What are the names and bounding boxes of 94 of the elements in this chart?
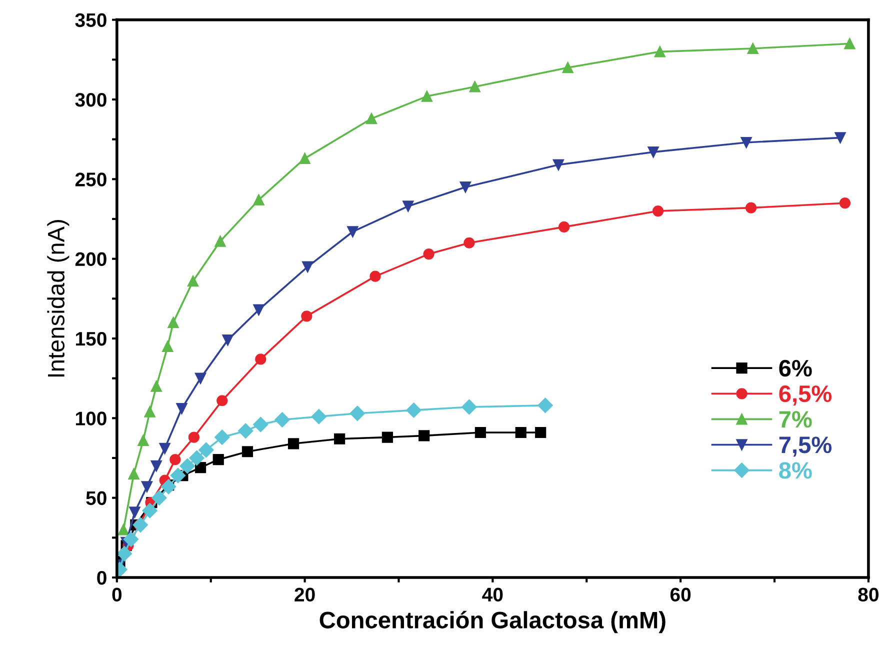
point [253,304,264,316]
point [370,270,381,282]
y-tick-label: 50 [86,491,106,506]
point [538,398,553,413]
point [839,197,851,209]
point [194,372,206,384]
x-tick-label: 80 [858,588,878,602]
point [464,237,475,248]
point [844,38,856,50]
point [161,479,176,494]
point [288,438,300,450]
point [382,432,394,443]
y-axis-title: Intensidad (nA) [47,220,70,377]
point [253,416,268,432]
point [648,146,659,158]
point [334,433,346,444]
legend-label: 7,5% [779,436,832,457]
point [654,46,666,58]
point [469,81,480,92]
point [652,205,664,217]
point [740,136,752,148]
point [421,90,432,102]
point [128,468,140,480]
point [474,426,486,438]
point [142,503,158,518]
point [123,532,139,547]
point [168,316,179,328]
point [118,524,130,536]
point [170,454,181,466]
point [350,406,365,421]
point [535,426,546,438]
point [418,430,430,442]
y-tick-label: 250 [75,172,106,186]
point [462,399,477,415]
point [347,226,358,238]
point [558,221,570,232]
y-tick-label: 100 [76,412,106,426]
point [301,310,312,322]
point [214,236,226,247]
point [214,430,230,445]
point [150,380,162,392]
x-tick-label: 20 [294,588,315,602]
point [116,546,132,562]
point [460,182,471,193]
point [152,490,167,506]
y-tick-label: 150 [76,332,106,346]
point [253,194,264,206]
legend-label: 7% [779,411,812,428]
point [180,458,195,474]
point [222,334,234,346]
point [366,113,378,124]
point [515,426,526,438]
legend-label: 6% [779,360,812,377]
point [242,446,254,458]
point [834,132,846,144]
point [198,442,214,458]
point [212,454,224,466]
y-tick-label: 300 [75,92,106,107]
point [162,340,174,352]
point [189,450,204,466]
point [299,152,310,164]
y-tick-label: 350 [75,13,106,28]
point [132,517,148,532]
point [238,423,254,438]
point [129,506,140,518]
point [159,442,170,454]
point [552,159,564,170]
point [562,62,574,74]
x-axis-title: Concentración Galactosa (mM) [320,610,666,634]
point [311,408,326,424]
point [745,202,757,214]
x-tick-label: 60 [670,588,691,602]
point [274,412,290,428]
x-tick-label: 0 [112,588,122,602]
point [188,432,200,443]
legend-label: 6,5% [779,385,832,406]
point [141,481,153,492]
point [144,406,156,418]
y-tick-label: 0 [97,570,106,585]
point [216,395,228,406]
x-tick-label: 40 [482,588,503,602]
legend-label: 8% [779,462,812,479]
point [302,261,314,272]
point [255,354,266,365]
point [402,200,414,212]
point [187,276,199,287]
y-tick-label: 200 [75,252,106,266]
point [170,468,186,484]
point [176,403,188,414]
point [138,434,149,446]
point [150,460,162,472]
point [423,248,434,260]
point [747,42,758,54]
point [406,402,422,418]
